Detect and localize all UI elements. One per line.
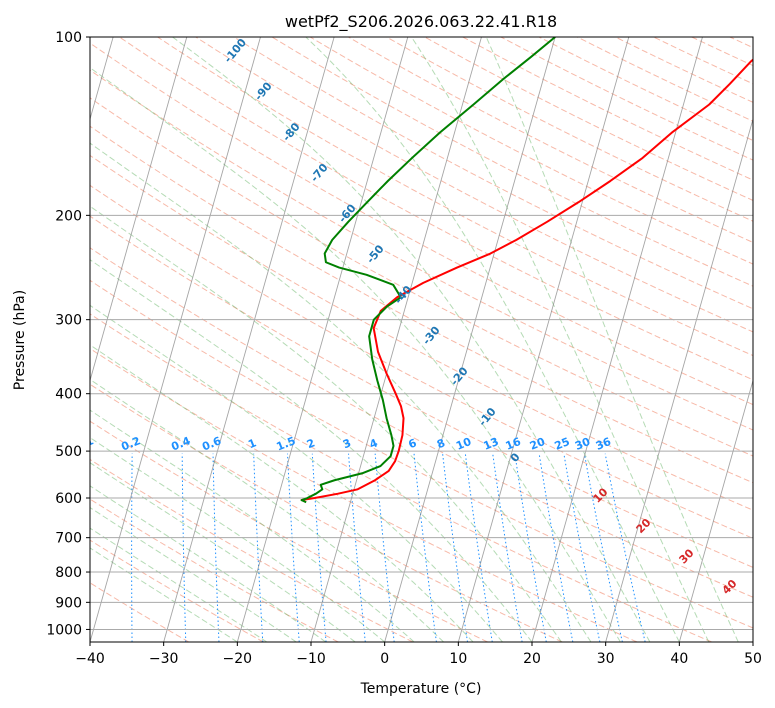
x-tick-label: 30 [597, 651, 615, 667]
x-tick-label: −10 [296, 651, 326, 667]
y-tick-label: 400 [55, 387, 82, 403]
x-tick-label: 20 [523, 651, 541, 667]
x-tick-label: 0 [380, 651, 389, 667]
x-axis-label: Temperature (°C) [360, 681, 482, 697]
x-tick-label: −30 [149, 651, 179, 667]
y-tick-label: 800 [55, 565, 82, 581]
y-tick-label: 200 [55, 208, 82, 224]
y-tick-label: 900 [55, 595, 82, 611]
y-tick-label: 1000 [46, 622, 82, 638]
y-tick-label: 100 [55, 30, 82, 46]
skewt-figure: 0.10.20.40.611.52346810131620253036-100-… [0, 0, 775, 708]
x-tick-label: 10 [449, 651, 467, 667]
y-axis-label: Pressure (hPa) [12, 290, 28, 390]
y-tick-label: 500 [55, 444, 82, 460]
y-tick-label: 600 [55, 491, 82, 507]
x-tick-label: 50 [744, 651, 762, 667]
x-tick-label: 40 [670, 651, 688, 667]
x-tick-label: −40 [75, 651, 105, 667]
x-tick-label: −20 [223, 651, 253, 667]
y-tick-label: 300 [55, 313, 82, 329]
y-tick-label: 700 [55, 531, 82, 547]
chart-title: wetPf2_S206.2026.063.22.41.R18 [285, 12, 557, 32]
